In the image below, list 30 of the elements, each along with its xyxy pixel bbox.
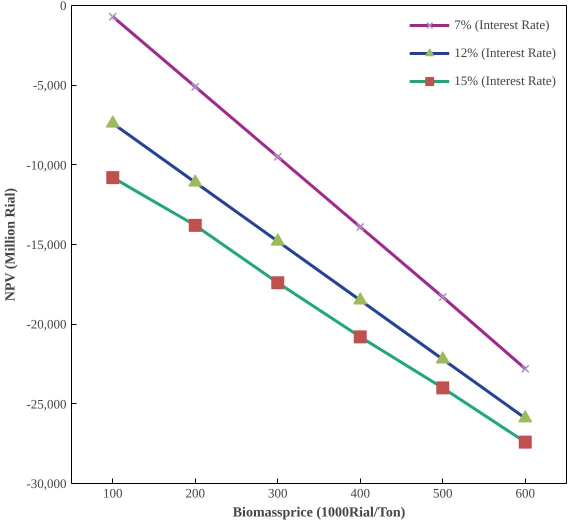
legend-label: 12% (Interest Rate) xyxy=(454,45,556,61)
legend-label: 7% (Interest Rate) xyxy=(454,17,550,33)
point xyxy=(356,222,365,232)
y-axis-title: NPV (Million Rial) xyxy=(3,188,18,302)
y-tick-label: -30,000 xyxy=(26,476,67,491)
point xyxy=(436,381,450,394)
y-tick-label: -25,000 xyxy=(26,396,67,412)
point xyxy=(108,12,118,21)
x-tick-label: 100 xyxy=(103,486,122,500)
point xyxy=(438,292,448,302)
point xyxy=(518,436,532,449)
point xyxy=(273,152,282,162)
x-tick-label: 600 xyxy=(516,486,535,500)
point xyxy=(106,171,120,184)
y-tick-label: -20,000 xyxy=(26,316,67,332)
x-axis-title: Biomassprice (1000Rial/Ton) xyxy=(232,506,406,520)
point xyxy=(354,330,367,344)
y-tick-label: -15,000 xyxy=(26,237,67,252)
y-tick-label: -5,000 xyxy=(32,78,67,93)
legend-label: 15% (Interest Rate) xyxy=(454,73,556,89)
x-tick-label: 500 xyxy=(433,486,452,500)
x-tick-label: 200 xyxy=(186,486,205,500)
point xyxy=(271,276,284,290)
x-tick-label: 300 xyxy=(268,486,288,500)
y-tick-label: -10,000 xyxy=(26,157,67,172)
point xyxy=(190,82,200,92)
point xyxy=(188,218,202,232)
point xyxy=(520,364,530,374)
y-tick-label: 0 xyxy=(60,0,66,13)
x-tick-label: 400 xyxy=(350,486,370,500)
